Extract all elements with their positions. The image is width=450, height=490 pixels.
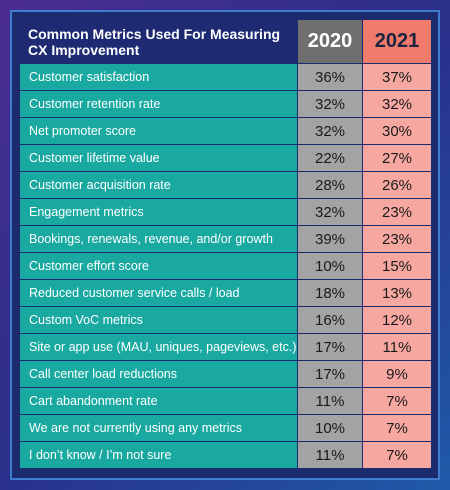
row-label: Customer effort score <box>19 252 298 280</box>
table-row: Customer satisfaction 36% 37% <box>19 63 432 91</box>
table-row: Net promoter score 32% 30% <box>19 117 432 145</box>
row-label: Call center load reductions <box>19 360 298 388</box>
value-2020: 18% <box>297 279 363 307</box>
value-2020: 32% <box>297 198 363 226</box>
value-2021: 23% <box>362 198 432 226</box>
table-row: Call center load reductions 17% 9% <box>19 360 432 388</box>
value-2020: 11% <box>297 387 363 415</box>
column-header-2020: 2020 <box>297 19 363 64</box>
table-row: Engagement metrics 32% 23% <box>19 198 432 226</box>
column-header-2021: 2021 <box>362 19 432 64</box>
value-2020: 11% <box>297 441 363 469</box>
row-label: Cart abandonment rate <box>19 387 298 415</box>
row-label: Customer satisfaction <box>19 63 298 91</box>
value-2021: 7% <box>362 414 432 442</box>
row-label: Net promoter score <box>19 117 298 145</box>
value-2020: 22% <box>297 144 363 172</box>
value-2021: 12% <box>362 306 432 334</box>
metrics-table: Common Metrics Used For Measuring CX Imp… <box>19 19 432 469</box>
value-2020: 10% <box>297 414 363 442</box>
value-2021: 26% <box>362 171 432 199</box>
value-2021: 30% <box>362 117 432 145</box>
value-2020: 28% <box>297 171 363 199</box>
value-2021: 27% <box>362 144 432 172</box>
row-label: Customer retention rate <box>19 90 298 118</box>
table-row: Custom VoC metrics 16% 12% <box>19 306 432 334</box>
value-2021: 32% <box>362 90 432 118</box>
row-label: Reduced customer service calls / load <box>19 279 298 307</box>
value-2021: 23% <box>362 225 432 253</box>
table-row: Cart abandonment rate 11% 7% <box>19 387 432 415</box>
table-row: Customer effort score 10% 15% <box>19 252 432 280</box>
row-label: Site or app use (MAU, uniques, pageviews… <box>19 333 298 361</box>
value-2021: 37% <box>362 63 432 91</box>
header-row: Common Metrics Used For Measuring CX Imp… <box>19 19 432 64</box>
row-label: Customer acquisition rate <box>19 171 298 199</box>
row-label: Customer lifetime value <box>19 144 298 172</box>
table-row: Customer acquisition rate 28% 26% <box>19 171 432 199</box>
table-title: Common Metrics Used For Measuring CX Imp… <box>19 19 298 64</box>
table-row: I don’t know / I’m not sure 11% 7% <box>19 441 432 469</box>
value-2021: 15% <box>362 252 432 280</box>
value-2021: 13% <box>362 279 432 307</box>
table-row: Customer retention rate 32% 32% <box>19 90 432 118</box>
table-row: Bookings, renewals, revenue, and/or grow… <box>19 225 432 253</box>
value-2021: 11% <box>362 333 432 361</box>
value-2020: 10% <box>297 252 363 280</box>
value-2020: 16% <box>297 306 363 334</box>
value-2021: 9% <box>362 360 432 388</box>
value-2020: 36% <box>297 63 363 91</box>
row-label: Engagement metrics <box>19 198 298 226</box>
table-row: We are not currently using any metrics 10… <box>19 414 432 442</box>
value-2021: 7% <box>362 387 432 415</box>
value-2020: 17% <box>297 360 363 388</box>
table-body: Customer satisfaction 36% 37% Customer rete… <box>19 63 432 469</box>
value-2020: 32% <box>297 117 363 145</box>
table-row: Reduced customer service calls / load 18%… <box>19 279 432 307</box>
value-2020: 39% <box>297 225 363 253</box>
row-label: Bookings, renewals, revenue, and/or grow… <box>19 225 298 253</box>
table-row: Customer lifetime value 22% 27% <box>19 144 432 172</box>
table-row: Site or app use (MAU, uniques, pageviews… <box>19 333 432 361</box>
row-label: We are not currently using any metrics <box>19 414 298 442</box>
value-2020: 17% <box>297 333 363 361</box>
value-2021: 7% <box>362 441 432 469</box>
row-label: Custom VoC metrics <box>19 306 298 334</box>
value-2020: 32% <box>297 90 363 118</box>
row-label: I don’t know / I’m not sure <box>19 441 298 469</box>
